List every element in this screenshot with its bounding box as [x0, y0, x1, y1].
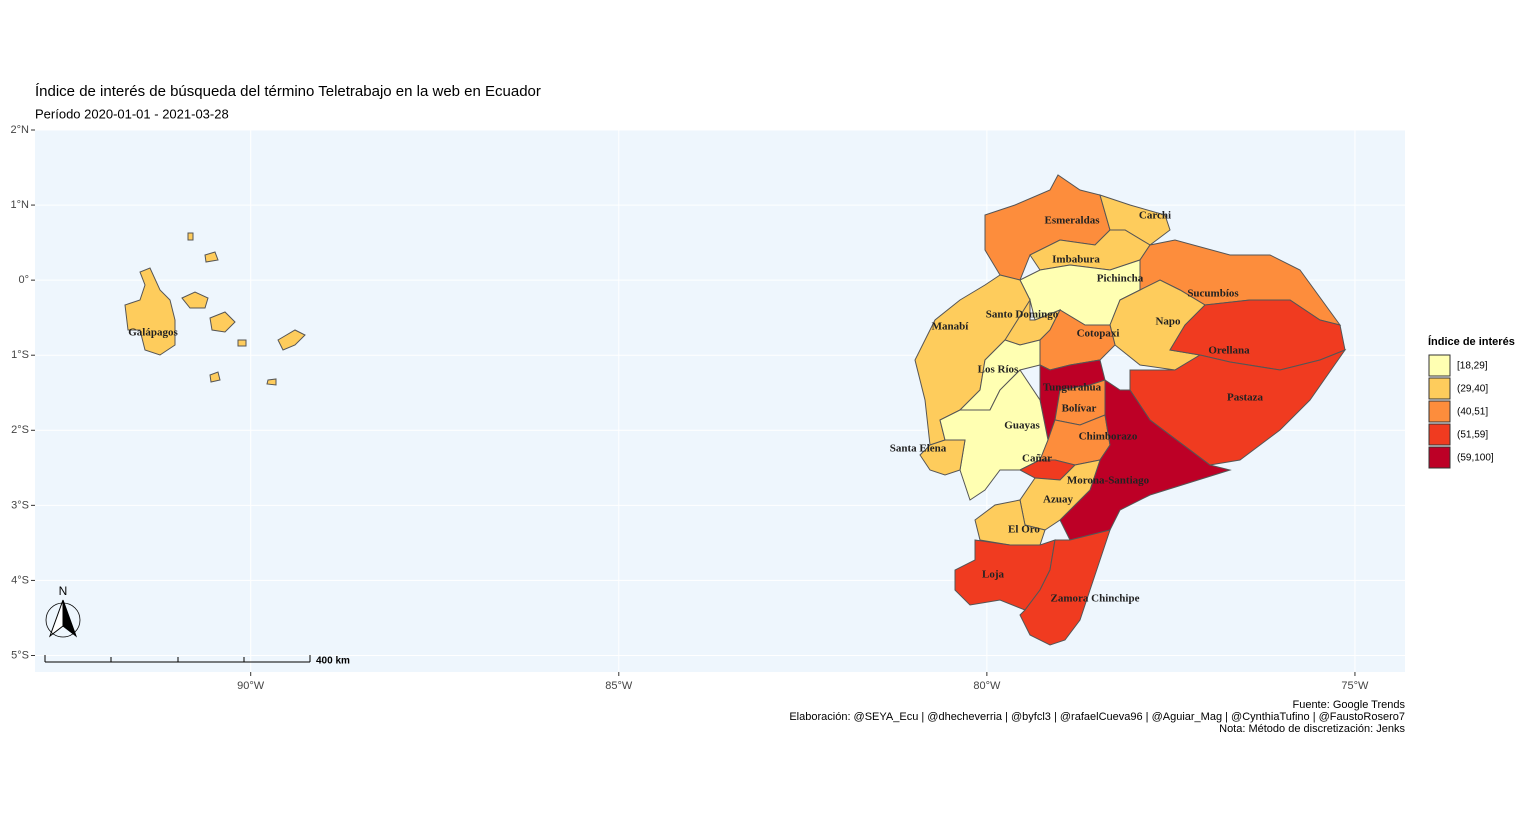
province: [187, 232, 194, 241]
province-label: Pastaza: [1227, 392, 1264, 404]
province-label: Sucumbíos: [1187, 288, 1239, 300]
province-label: Azuay: [1043, 494, 1073, 506]
x-tick-label: 80°W: [973, 680, 1001, 692]
legend-swatch: [1428, 400, 1451, 423]
legend-label: (29,40]: [1457, 384, 1488, 395]
y-tick-label: 3°S: [11, 499, 29, 511]
province-label: Bolívar: [1062, 403, 1097, 415]
scale-bar: 400 km: [44, 655, 350, 667]
province-label: Santo Domingo: [986, 309, 1059, 321]
legend-title: Índice de interés: [1428, 335, 1515, 348]
province: [124, 267, 176, 356]
province: [277, 329, 306, 351]
province: [237, 339, 247, 347]
province-label: Orellana: [1208, 345, 1250, 357]
province-label: Chimborazo: [1079, 431, 1138, 443]
y-tick-label: 1°S: [11, 349, 29, 361]
province-label: Esmeraldas: [1045, 215, 1101, 227]
x-tick-label: 85°W: [605, 680, 633, 692]
province-label: Los Ríos: [978, 364, 1019, 376]
province-label: Loja: [982, 569, 1005, 581]
legend-label: (51,59]: [1457, 430, 1488, 441]
x-tick-label: 75°W: [1341, 680, 1369, 692]
legend-swatch: [1428, 423, 1451, 446]
y-tick-label: 5°S: [11, 649, 29, 661]
y-tick-label: 2°N: [11, 124, 30, 136]
legend-label: (59,100]: [1457, 453, 1494, 464]
title: Índice de interés de búsqueda del términ…: [35, 83, 541, 100]
province: [919, 439, 966, 476]
province-label: Napo: [1155, 316, 1181, 328]
legend-swatch: [1428, 377, 1451, 400]
province-label: Morona-Santiago: [1067, 475, 1150, 487]
province: [204, 251, 219, 263]
legend-swatch: [1428, 446, 1451, 469]
caption-line: Fuente: Google Trends: [1292, 699, 1405, 711]
province-label: Cotopaxi: [1077, 328, 1120, 340]
province-label: Tungurahua: [1043, 382, 1102, 394]
legend-swatch: [1428, 354, 1451, 377]
y-tick-label: 4°S: [11, 574, 29, 586]
north-arrow: N: [45, 584, 81, 638]
province-label: Cañar: [1022, 453, 1052, 465]
subtitle: Período 2020-01-01 - 2021-03-28: [35, 106, 229, 121]
scale-label: 400 km: [316, 656, 350, 667]
province-label: Zamora Chinchipe: [1051, 593, 1140, 605]
province-label: Imbabura: [1052, 254, 1100, 266]
province-label: Pichincha: [1097, 273, 1144, 285]
legend-label: (40,51]: [1457, 407, 1488, 418]
y-tick-label: 0°: [18, 274, 29, 286]
province-label: Manabí: [932, 321, 970, 333]
province: [181, 291, 209, 309]
province: [266, 378, 277, 386]
province-label: Carchi: [1139, 210, 1171, 222]
province-label: Guayas: [1004, 420, 1040, 432]
caption-line: Nota: Método de discretización: Jenks: [1219, 723, 1405, 735]
caption-line: Elaboración: @SEYA_Ecu | @dhecheverria |…: [789, 711, 1405, 723]
north-label: N: [59, 584, 68, 598]
x-tick-label: 90°W: [237, 680, 265, 692]
legend-label: [18,29]: [1457, 361, 1488, 372]
province: [209, 311, 236, 333]
province-label: Santa Elena: [890, 443, 947, 455]
y-tick-label: 1°N: [11, 199, 30, 211]
province: [209, 371, 221, 383]
province: [1019, 529, 1111, 646]
province-label: Galápagos: [128, 327, 178, 339]
province-label: El Oro: [1008, 524, 1040, 536]
y-tick-label: 2°S: [11, 424, 29, 436]
